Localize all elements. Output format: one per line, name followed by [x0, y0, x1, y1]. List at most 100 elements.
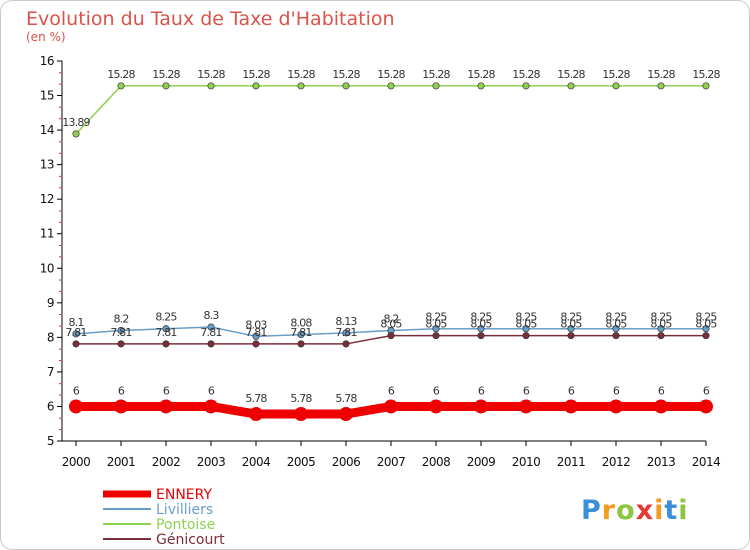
x-tick-label: 2006	[332, 455, 361, 469]
data-point	[432, 332, 440, 340]
data-point	[474, 399, 488, 414]
data-point	[477, 332, 485, 340]
data-label: 8.2	[383, 312, 398, 325]
data-point	[342, 329, 350, 337]
logo-letter: o	[616, 495, 636, 526]
data-label: 7.81	[110, 326, 131, 339]
data-label: 15.28	[647, 68, 675, 81]
data-label: 6	[208, 384, 215, 397]
data-label: 8.25	[560, 311, 582, 324]
data-point	[162, 340, 170, 348]
data-point	[342, 82, 350, 90]
data-label: 8.2	[113, 312, 128, 325]
y-tick-label: 5	[47, 434, 54, 448]
logo-letter: P	[581, 495, 602, 526]
x-tick-label: 2000	[62, 455, 91, 469]
data-point	[702, 82, 710, 90]
data-label: 6	[388, 384, 395, 397]
x-tick-label: 2007	[377, 455, 406, 469]
data-point	[657, 325, 665, 333]
data-point	[384, 399, 398, 414]
data-label: 15.28	[107, 68, 135, 81]
x-tick-label: 2014	[692, 455, 721, 469]
data-label: 15.28	[377, 68, 405, 81]
data-point	[162, 82, 170, 90]
y-tick-label: 14	[40, 123, 54, 137]
data-point	[297, 340, 305, 348]
data-label: 6	[118, 384, 125, 397]
logo-letter: i	[678, 495, 688, 526]
y-tick-label: 13	[40, 158, 54, 172]
data-point	[612, 332, 620, 340]
data-point	[567, 82, 575, 90]
data-point	[69, 399, 83, 414]
y-tick-label: 9	[47, 296, 54, 310]
data-point	[204, 399, 218, 414]
series-line-pontoise	[75, 85, 707, 135]
data-point	[114, 399, 128, 414]
data-label: 5.78	[245, 392, 267, 405]
data-label: 6	[433, 384, 440, 397]
logo-letter: i	[654, 495, 664, 526]
data-label: 8.05	[515, 318, 537, 331]
legend-label: Génicourt	[156, 532, 225, 548]
x-tick-label: 2011	[557, 455, 586, 469]
logo-letter: t	[664, 495, 678, 526]
data-point	[432, 82, 440, 90]
axis-ticks: 5 6 7 8 9 10 11 12 13 14 15 16 2000 2001 2002 2003 2004 2…	[40, 54, 721, 469]
data-label: 15.28	[692, 68, 720, 81]
legend-label: ENNERY	[156, 487, 212, 503]
data-point	[612, 82, 620, 90]
data-point	[657, 332, 665, 340]
data-point	[207, 340, 215, 348]
chart-subtitle: (en %)	[26, 30, 66, 44]
data-point	[252, 340, 260, 348]
data-point	[252, 332, 260, 340]
data-label: 15.28	[467, 68, 495, 81]
data-point	[564, 399, 578, 414]
data-label: 15.28	[332, 68, 360, 81]
data-point	[72, 340, 80, 348]
data-point	[477, 325, 485, 333]
data-label: 8.05	[560, 318, 582, 331]
data-point	[609, 399, 623, 414]
data-point	[339, 407, 353, 422]
x-tick-label: 2002	[152, 455, 181, 469]
data-label: 15.28	[287, 68, 315, 81]
data-point	[387, 332, 395, 340]
proxiti-logo: Proxiti	[581, 495, 689, 526]
data-label: 6	[613, 384, 620, 397]
data-label: 6	[568, 384, 575, 397]
y-tick-label: 16	[40, 54, 54, 68]
data-label: 8.05	[425, 318, 447, 331]
x-tick-label: 2010	[512, 455, 541, 469]
data-point	[117, 340, 125, 348]
data-label: 8.25	[470, 311, 492, 324]
data-point	[567, 325, 575, 333]
chart-title: Evolution du Taux de Taxe d'Habitation	[26, 8, 395, 30]
data-label: 8.25	[695, 311, 717, 324]
data-label: 15.28	[422, 68, 450, 81]
data-label: 15.28	[512, 68, 540, 81]
data-point	[702, 325, 710, 333]
data-label: 6	[703, 384, 710, 397]
data-label: 7.81	[65, 326, 86, 339]
data-point	[294, 407, 308, 422]
data-point	[699, 399, 713, 414]
y-tick-label: 10	[40, 261, 54, 275]
logo-letter: r	[602, 495, 616, 526]
data-label: 15.28	[602, 68, 630, 81]
y-tick-label: 11	[40, 227, 54, 241]
data-label: 15.28	[152, 68, 180, 81]
data-label: 8.25	[155, 311, 177, 324]
data-point	[429, 399, 443, 414]
x-tick-label: 2009	[467, 455, 496, 469]
data-point	[477, 82, 485, 90]
x-tick-label: 2001	[107, 455, 136, 469]
data-point	[519, 399, 533, 414]
x-tick-label: 2004	[242, 455, 271, 469]
data-label: 8.25	[605, 311, 627, 324]
y-tick-label: 12	[40, 192, 54, 206]
data-label: 6	[163, 384, 170, 397]
